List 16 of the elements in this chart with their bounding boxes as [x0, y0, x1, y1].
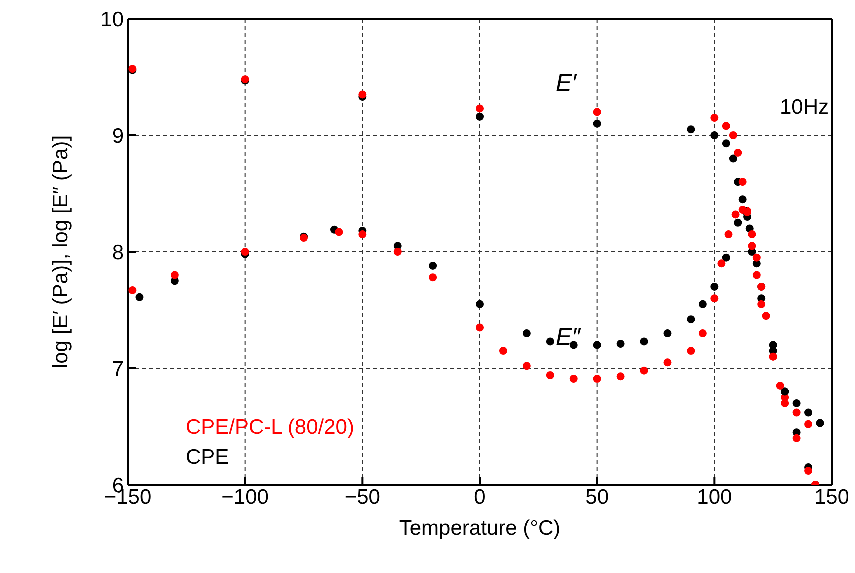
- annotation: 10Hz: [780, 96, 830, 120]
- y-axis-title: log [E′ (Pa)], log [E″ (Pa)]: [49, 135, 72, 369]
- annotation: E″: [556, 324, 581, 352]
- x-tick-label: −100: [222, 486, 269, 509]
- y-tick-label: 8: [112, 241, 124, 264]
- text: CPE: [186, 445, 230, 471]
- y-tick-label: 7: [112, 358, 124, 381]
- y-tick-label: 9: [112, 124, 124, 148]
- annotation: E′: [556, 70, 577, 98]
- text: CPE/PC-L (80/20): [186, 415, 354, 441]
- x-tick-label: 0: [474, 486, 486, 509]
- x-tick-label: 100: [697, 486, 732, 509]
- x-tick-label: −50: [344, 486, 380, 509]
- x-tick-label: 50: [586, 486, 610, 509]
- y-tick-label: 10: [100, 8, 124, 32]
- x-axis-title: Temperature (°C): [399, 517, 561, 540]
